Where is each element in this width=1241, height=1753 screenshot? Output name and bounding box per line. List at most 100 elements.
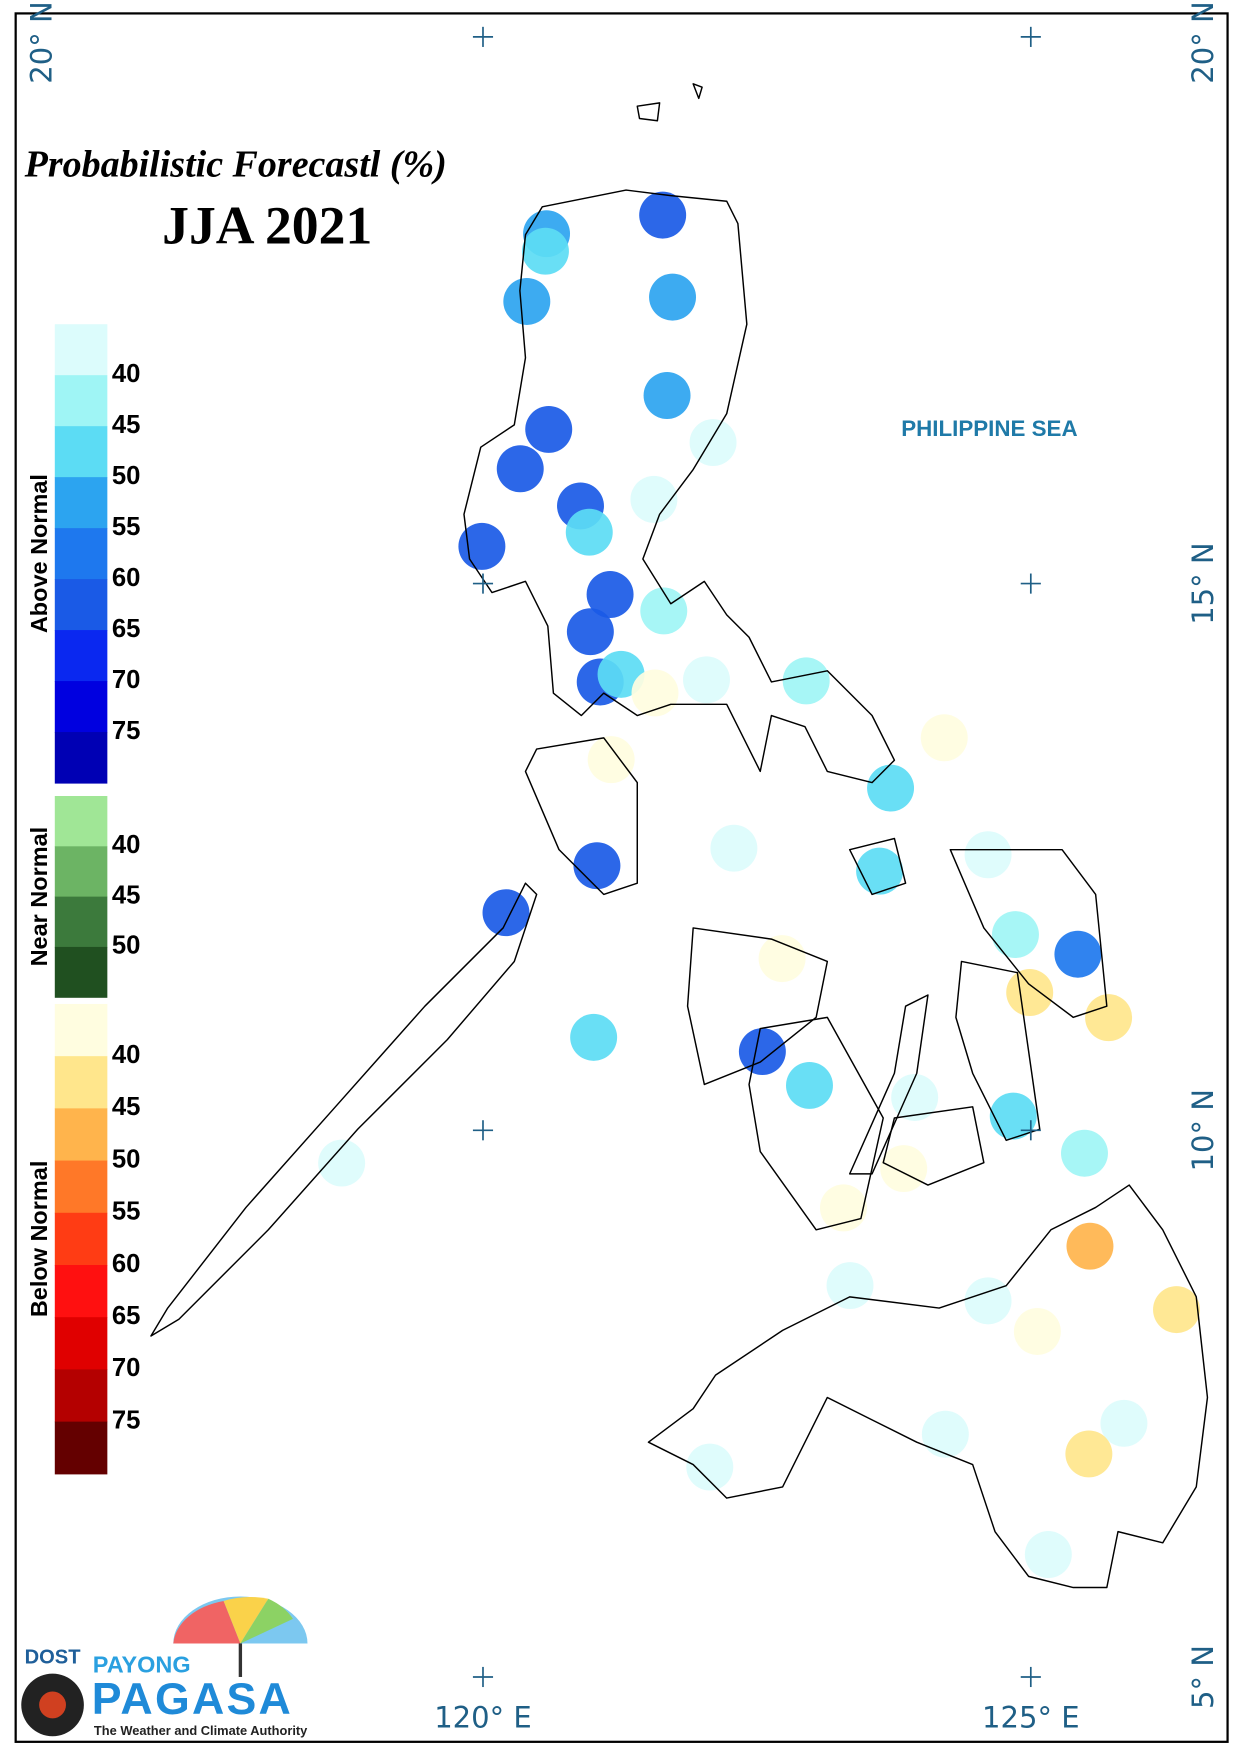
- legend-tick-label: 40: [112, 831, 141, 859]
- palawan: [150, 882, 538, 1337]
- legend-swatch: [54, 1317, 108, 1370]
- station: [587, 736, 635, 784]
- station: [630, 475, 678, 523]
- lat-label: 5° N: [1186, 1645, 1220, 1709]
- legend-swatch: [54, 846, 108, 898]
- legend-swatch: [54, 630, 108, 682]
- legend: 40 45 50 55 60 65 70 75 Above Normal 40 45 50 Near N…: [26, 324, 141, 1475]
- negros: [748, 1016, 884, 1231]
- station: [586, 571, 634, 618]
- station: [758, 935, 806, 983]
- legend-tick-label: 50: [112, 932, 141, 960]
- logo-line2: PAGASA: [92, 1675, 293, 1724]
- panay: [686, 927, 829, 1086]
- lon-label: 120° E: [434, 1700, 532, 1734]
- station: [496, 445, 544, 493]
- station: [1006, 969, 1054, 1016]
- legend-tick-label: 65: [112, 1302, 141, 1330]
- station: [683, 656, 730, 704]
- station: [649, 273, 697, 321]
- station: [643, 372, 691, 420]
- legend-tick-label: 55: [112, 1198, 141, 1226]
- station: [856, 847, 904, 895]
- samar: [949, 848, 1108, 1019]
- map-title: Probabilistic Forecastl (%): [24, 144, 447, 186]
- legend-swatch: [54, 1160, 108, 1214]
- station: [521, 227, 569, 275]
- station: [566, 608, 614, 656]
- station: [573, 842, 621, 890]
- dost-emblem-core: [39, 1691, 66, 1719]
- umbrella-segment: [240, 1598, 293, 1644]
- station: [1054, 930, 1102, 978]
- station: [867, 764, 915, 812]
- legend-tick-label: 60: [112, 1250, 141, 1278]
- station: [525, 405, 573, 453]
- legend-tick-label: 50: [112, 462, 141, 490]
- station: [786, 1061, 833, 1109]
- mindanao: [647, 1184, 1209, 1589]
- station: [565, 508, 613, 556]
- station: [1013, 1307, 1061, 1355]
- logo-line1: PAYONG: [93, 1652, 191, 1678]
- legend-tick-label: 40: [112, 1041, 141, 1069]
- legend-swatch: [54, 1264, 108, 1318]
- legend-tick-label: 75: [112, 717, 141, 745]
- bohol: [882, 1106, 985, 1186]
- legend-swatch: [54, 375, 108, 427]
- sea-label: PHILIPPINE SEA: [901, 416, 1077, 441]
- leyte: [955, 960, 1041, 1142]
- legend-tick-label: 65: [112, 615, 141, 643]
- masbate: [848, 837, 907, 896]
- legend-group-label: Below Normal: [26, 1161, 52, 1318]
- station: [989, 1092, 1037, 1140]
- station: [1024, 1531, 1072, 1578]
- mindoro: [524, 737, 638, 896]
- legend-tick-label: 45: [112, 881, 141, 909]
- lat-label: 10° N: [1186, 1089, 1220, 1171]
- legend-tick-label: 45: [112, 1093, 141, 1121]
- station: [891, 1074, 939, 1121]
- station: [1085, 994, 1133, 1042]
- station: [1100, 1399, 1148, 1447]
- station: [920, 714, 968, 762]
- station: [1065, 1430, 1113, 1478]
- legend-tick-label: 70: [112, 666, 141, 694]
- station: [640, 587, 688, 635]
- batanes: [636, 83, 703, 122]
- station: [880, 1145, 928, 1193]
- station: [631, 669, 679, 717]
- legend-tick-label: 70: [112, 1354, 141, 1382]
- station: [570, 1013, 618, 1061]
- station: [921, 1410, 969, 1458]
- lon-label: 125° E: [982, 1700, 1080, 1734]
- umbrella-segment: [223, 1597, 269, 1644]
- legend-swatch: [54, 1056, 108, 1109]
- legend-tick-label: 50: [112, 1145, 141, 1173]
- logo: DOST PAYONG PAGASA The Weather and Clima…: [21, 1596, 308, 1738]
- cebu: [848, 994, 929, 1175]
- station: [964, 1277, 1012, 1325]
- station: [639, 191, 687, 239]
- luzon: [463, 189, 896, 784]
- station: [738, 1028, 786, 1076]
- legend-swatch: [54, 1212, 108, 1266]
- station: [482, 889, 530, 937]
- legend-tick-label: 55: [112, 513, 141, 541]
- station: [782, 657, 830, 705]
- station: [710, 824, 758, 872]
- legend-group-label: Near Normal: [26, 827, 52, 967]
- legend-swatch: [54, 946, 108, 998]
- station: [826, 1262, 874, 1310]
- legend-swatch: [54, 732, 108, 784]
- legend-swatch: [54, 681, 108, 733]
- legend-swatch: [54, 1108, 108, 1162]
- station: [503, 278, 551, 325]
- legend-swatch: [54, 1003, 108, 1057]
- station: [318, 1139, 366, 1187]
- map-frame: [14, 12, 1229, 1743]
- legend-swatch: [54, 324, 108, 376]
- legend-swatch: [54, 477, 108, 529]
- station: [1066, 1222, 1114, 1270]
